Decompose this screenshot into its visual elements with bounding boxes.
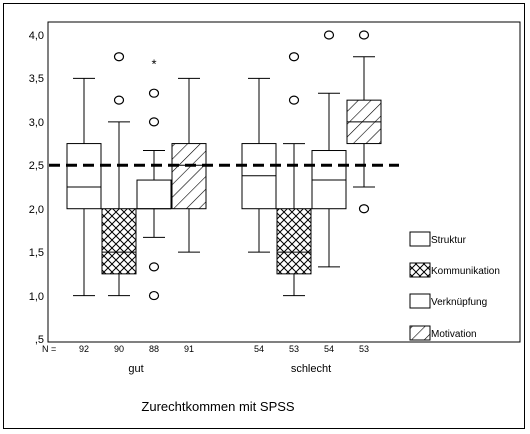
legend-swatch-struktur xyxy=(409,231,431,247)
outlier-point xyxy=(148,262,160,272)
n-value: 91 xyxy=(184,344,194,354)
outlier-point xyxy=(113,95,125,105)
outlier-point xyxy=(148,117,160,127)
group-label-gut: gut xyxy=(128,363,143,375)
y-tick-label: 3,0 xyxy=(29,117,44,129)
outlier-point xyxy=(288,95,300,105)
boxes: * xyxy=(66,30,382,301)
legend-label-struktur: Struktur xyxy=(431,235,467,246)
n-value: 92 xyxy=(79,344,89,354)
outlier-point xyxy=(148,290,160,301)
box-kommunikation xyxy=(276,208,312,275)
y-tick-label: 2,0 xyxy=(29,204,44,216)
outlier-point xyxy=(358,30,370,40)
n-value: 88 xyxy=(149,344,159,354)
legend-label-verknuepfung: Verknüpfung xyxy=(431,297,487,308)
y-tick-label: ,5 xyxy=(35,334,44,346)
n-label: N = xyxy=(42,344,56,354)
legend-label-kommunikation: Kommunikation xyxy=(431,266,500,277)
extreme-point: * xyxy=(151,57,156,72)
y-tick-label: 3,5 xyxy=(29,73,44,85)
box-struktur xyxy=(66,143,102,210)
outlier-point xyxy=(288,52,300,62)
chart-frame xyxy=(3,3,525,429)
y-tick-label: 4,0 xyxy=(29,30,44,42)
n-value: 90 xyxy=(114,344,124,354)
group-label-schlecht: schlecht xyxy=(291,363,331,375)
legend-swatch-verknuepfung xyxy=(409,293,431,309)
chart-title: Zurechtkommen mit SPSS xyxy=(141,399,294,414)
outlier-point xyxy=(358,204,370,214)
legend-label-motivation: Motivation xyxy=(431,329,477,340)
y-tick-label: 2,5 xyxy=(29,160,44,172)
box-motivation xyxy=(171,143,207,210)
legend-swatch-kommunikation xyxy=(409,262,431,278)
legend: Struktur Kommunikation Verknüpfung Motiv… xyxy=(409,231,500,341)
box-verknüpfung xyxy=(136,179,172,210)
legend-swatch-motivation xyxy=(409,325,431,341)
plot-area xyxy=(47,21,521,343)
outlier-point xyxy=(113,52,125,62)
outlier-point xyxy=(148,88,160,98)
n-value: 53 xyxy=(289,344,299,354)
y-tick-label: 1,0 xyxy=(29,291,44,303)
outlier-point xyxy=(323,30,335,40)
y-axis: 4,0 3,5 3,0 2,5 2,0 1,5 1,0 ,5 xyxy=(29,30,44,346)
y-tick-label: 1,5 xyxy=(29,247,44,259)
n-value: 54 xyxy=(254,344,264,354)
n-labels: 92 90 88 91 54 53 54 53 xyxy=(79,344,369,354)
n-value: 53 xyxy=(359,344,369,354)
box-kommunikation xyxy=(101,208,137,275)
n-value: 54 xyxy=(324,344,334,354)
